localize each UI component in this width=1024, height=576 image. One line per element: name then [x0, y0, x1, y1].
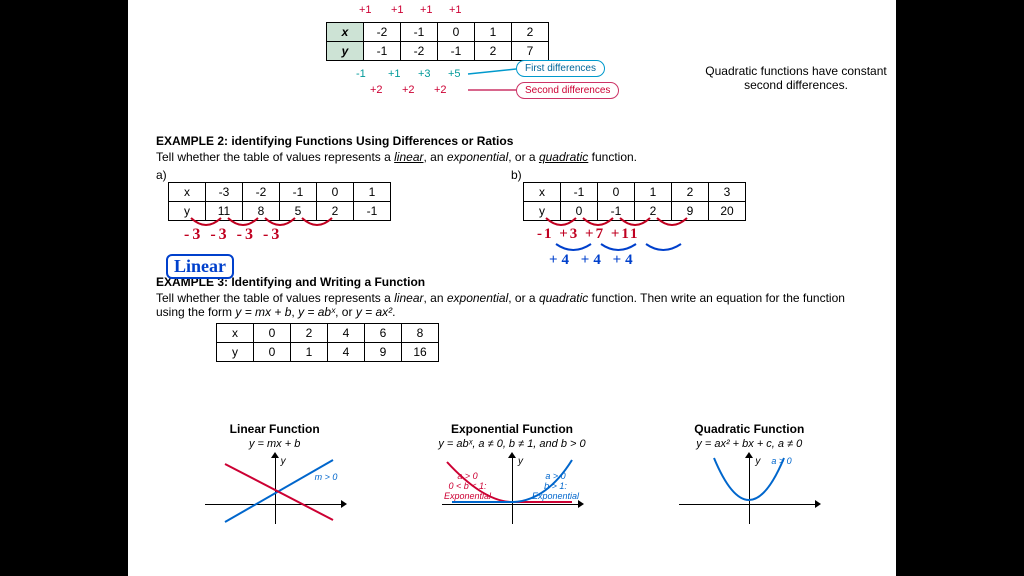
hw-a-diffs: -3 -3 -3 -3 [184, 226, 282, 244]
hw-b-d1: -1 +3 +7 +11 [537, 226, 640, 243]
sidenote: Quadratic functions have constant second… [696, 64, 896, 92]
ex2-a-label: a) [156, 168, 391, 182]
hw-b-d2: +4 +4 +4 [549, 252, 637, 269]
plus1-3: +1 [449, 4, 462, 16]
top-table: x -2-1012 y -1-2-127 [326, 22, 549, 61]
plus1-2: +1 [420, 4, 433, 16]
ex3-body: Tell whether the table of values represe… [156, 291, 868, 319]
callout-second-diff: Second differences [516, 82, 619, 99]
ex3-table: x02468 y014916 [216, 323, 439, 362]
chart-exponential: Exponential Function y = abˣ, a ≠ 0, b ≠… [412, 422, 612, 524]
chart-linear: Linear Function y = mx + b y m > 0 [175, 422, 375, 524]
hw-a-answer: Linear [166, 254, 234, 279]
ex2-heading: EXAMPLE 2: identifying Functions Using D… [156, 134, 868, 148]
ex3-heading: EXAMPLE 3: Identifying and Writing a Fun… [156, 275, 868, 289]
function-charts: Linear Function y = mx + b y m > 0 Expon… [156, 422, 868, 524]
callout-first-diff: First differences [516, 60, 605, 77]
ex2-body: Tell whether the table of values represe… [156, 150, 868, 164]
chart-quadratic: Quadratic Function y = ax² + bx + c, a ≠… [649, 422, 849, 524]
plus1-0: +1 [359, 4, 372, 16]
differences-diagram: +1 +1 +1 +1 x -2-1012 y -1-2-127 -1 +1 +… [156, 4, 868, 124]
ex2-b-label: b) [511, 168, 746, 182]
plus1-1: +1 [391, 4, 404, 16]
